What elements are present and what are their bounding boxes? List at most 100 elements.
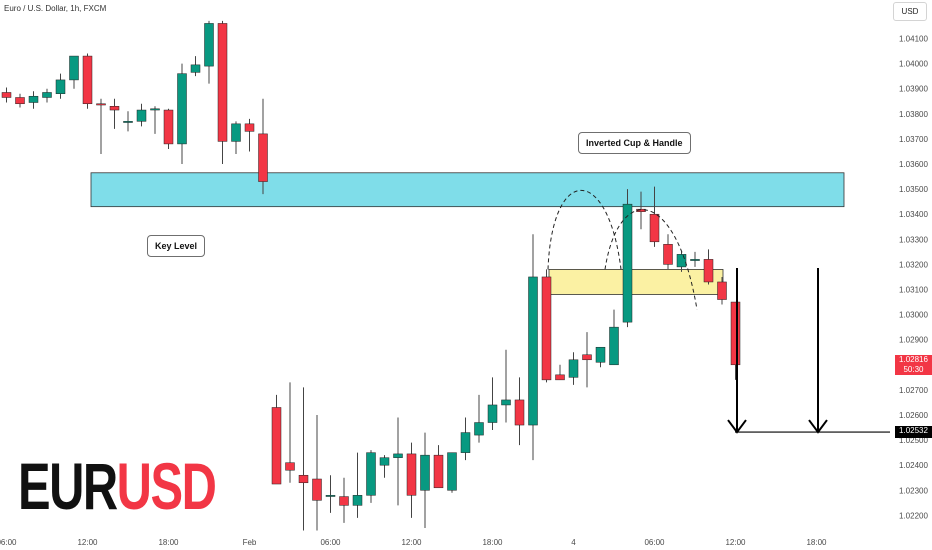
candle[interactable]	[730, 301, 741, 380]
candle[interactable]	[460, 417, 471, 461]
candle[interactable]	[474, 394, 484, 443]
price-tick-label: 1.04000	[899, 60, 928, 69]
time-tick-label: 06:00	[644, 538, 665, 547]
price-tick-label: 1.02600	[899, 411, 928, 420]
price-tick-label: 1.02700	[899, 386, 928, 395]
price-tick-label: 1.02900	[899, 336, 928, 345]
candle[interactable]	[190, 56, 201, 77]
candle[interactable]	[379, 455, 390, 478]
symbol-label: Euro / U.S. Dollar, 1h, FXCM	[4, 4, 107, 13]
time-tick-label: Feb	[243, 538, 257, 547]
pair-quote: USD	[116, 449, 217, 523]
candle[interactable]	[690, 251, 700, 267]
price-tick-label: 1.03800	[899, 110, 928, 119]
candle[interactable]	[406, 442, 417, 518]
grid-layer	[0, 0, 890, 530]
candle[interactable]	[136, 103, 147, 127]
candle[interactable]	[96, 98, 106, 154]
candle[interactable]	[717, 276, 727, 305]
time-tick-label: 18:00	[806, 538, 827, 547]
down-arrow	[808, 268, 828, 434]
candle[interactable]	[703, 249, 714, 285]
last-price-tag: 1.02816 50:30	[895, 354, 932, 375]
pattern-label-callout[interactable]: Inverted Cup & Handle	[578, 132, 691, 154]
candle[interactable]	[582, 332, 592, 388]
candle[interactable]	[109, 98, 120, 129]
candle[interactable]	[123, 111, 133, 132]
time-tick-label: 06:00	[320, 538, 341, 547]
candle[interactable]	[285, 382, 295, 483]
candle[interactable]	[541, 269, 552, 383]
price-tick-label: 1.02300	[899, 486, 928, 495]
cup-arc	[547, 190, 622, 270]
candle[interactable]	[258, 98, 268, 195]
price-tick-label: 1.02500	[899, 436, 928, 445]
candle[interactable]	[204, 20, 214, 84]
candle[interactable]	[217, 20, 228, 164]
candle[interactable]	[514, 377, 525, 446]
candle[interactable]	[595, 346, 606, 368]
price-tick-label: 1.04100	[899, 35, 928, 44]
candle[interactable]	[271, 394, 282, 485]
pair-title: EURUSD	[18, 446, 217, 526]
time-tick-label: 4	[571, 538, 576, 547]
candle[interactable]	[1, 87, 12, 103]
candle[interactable]	[163, 108, 174, 149]
candle[interactable]	[69, 55, 79, 89]
candle[interactable]	[42, 88, 52, 103]
price-tick-label: 1.03900	[899, 85, 928, 94]
price-axis[interactable]: 1.04100 1.04000 1.03900 1.03800 1.03700 1.036…	[890, 0, 932, 550]
price-tick-label: 1.03000	[899, 311, 928, 320]
candle[interactable]	[339, 477, 349, 523]
neckline-zone[interactable]	[548, 269, 724, 295]
currency-button[interactable]: USD	[893, 2, 927, 21]
candle[interactable]	[555, 364, 565, 381]
candle[interactable]	[352, 452, 363, 518]
price-tick-label: 1.03600	[899, 160, 928, 169]
price-tick-label: 1.03500	[899, 185, 928, 194]
candle[interactable]	[366, 450, 376, 503]
candle[interactable]	[15, 93, 25, 108]
pair-base: EUR	[18, 449, 118, 523]
candle[interactable]	[177, 63, 187, 164]
time-tick-label: 06:00	[0, 538, 17, 547]
time-tick-label: 18:00	[158, 538, 179, 547]
candle[interactable]	[433, 445, 444, 489]
key-level-zone[interactable]	[90, 172, 845, 208]
candle[interactable]	[622, 189, 633, 328]
candle[interactable]	[487, 377, 498, 431]
zones-layer	[90, 172, 845, 295]
target-arrows	[727, 268, 890, 434]
time-tick-label: 12:00	[401, 538, 422, 547]
time-tick-label: 12:00	[77, 538, 98, 547]
candle[interactable]	[312, 415, 322, 531]
price-tick-label: 1.02400	[899, 461, 928, 470]
candle[interactable]	[609, 309, 619, 366]
time-axis[interactable]: 06:00 12:00 18:00 Feb 06:00 12:00 18:00 4 06:00 1…	[0, 538, 827, 547]
candle[interactable]	[649, 186, 660, 247]
candle[interactable]	[420, 432, 430, 528]
candle[interactable]	[393, 417, 403, 506]
price-tick-label: 1.03700	[899, 135, 928, 144]
candle[interactable]	[298, 387, 309, 531]
candle[interactable]	[501, 349, 511, 423]
candle[interactable]	[325, 475, 336, 513]
candle[interactable]	[568, 352, 579, 385]
candle[interactable]	[82, 53, 93, 109]
candle[interactable]	[55, 73, 66, 99]
key-level-callout[interactable]: Key Level	[147, 235, 206, 257]
candle[interactable]	[636, 191, 646, 230]
candle[interactable]	[28, 91, 39, 109]
candle[interactable]	[447, 452, 457, 493]
candle[interactable]	[244, 118, 255, 152]
candle[interactable]	[663, 234, 673, 270]
candle[interactable]	[528, 234, 538, 461]
price-tick-label: 1.03100	[899, 286, 928, 295]
candle[interactable]	[231, 121, 241, 154]
candles-layer	[1, 20, 741, 531]
candle[interactable]	[150, 106, 160, 134]
last-price-value: 1.02816	[899, 354, 928, 364]
candle[interactable]	[676, 251, 687, 272]
time-tick-label: 12:00	[725, 538, 746, 547]
